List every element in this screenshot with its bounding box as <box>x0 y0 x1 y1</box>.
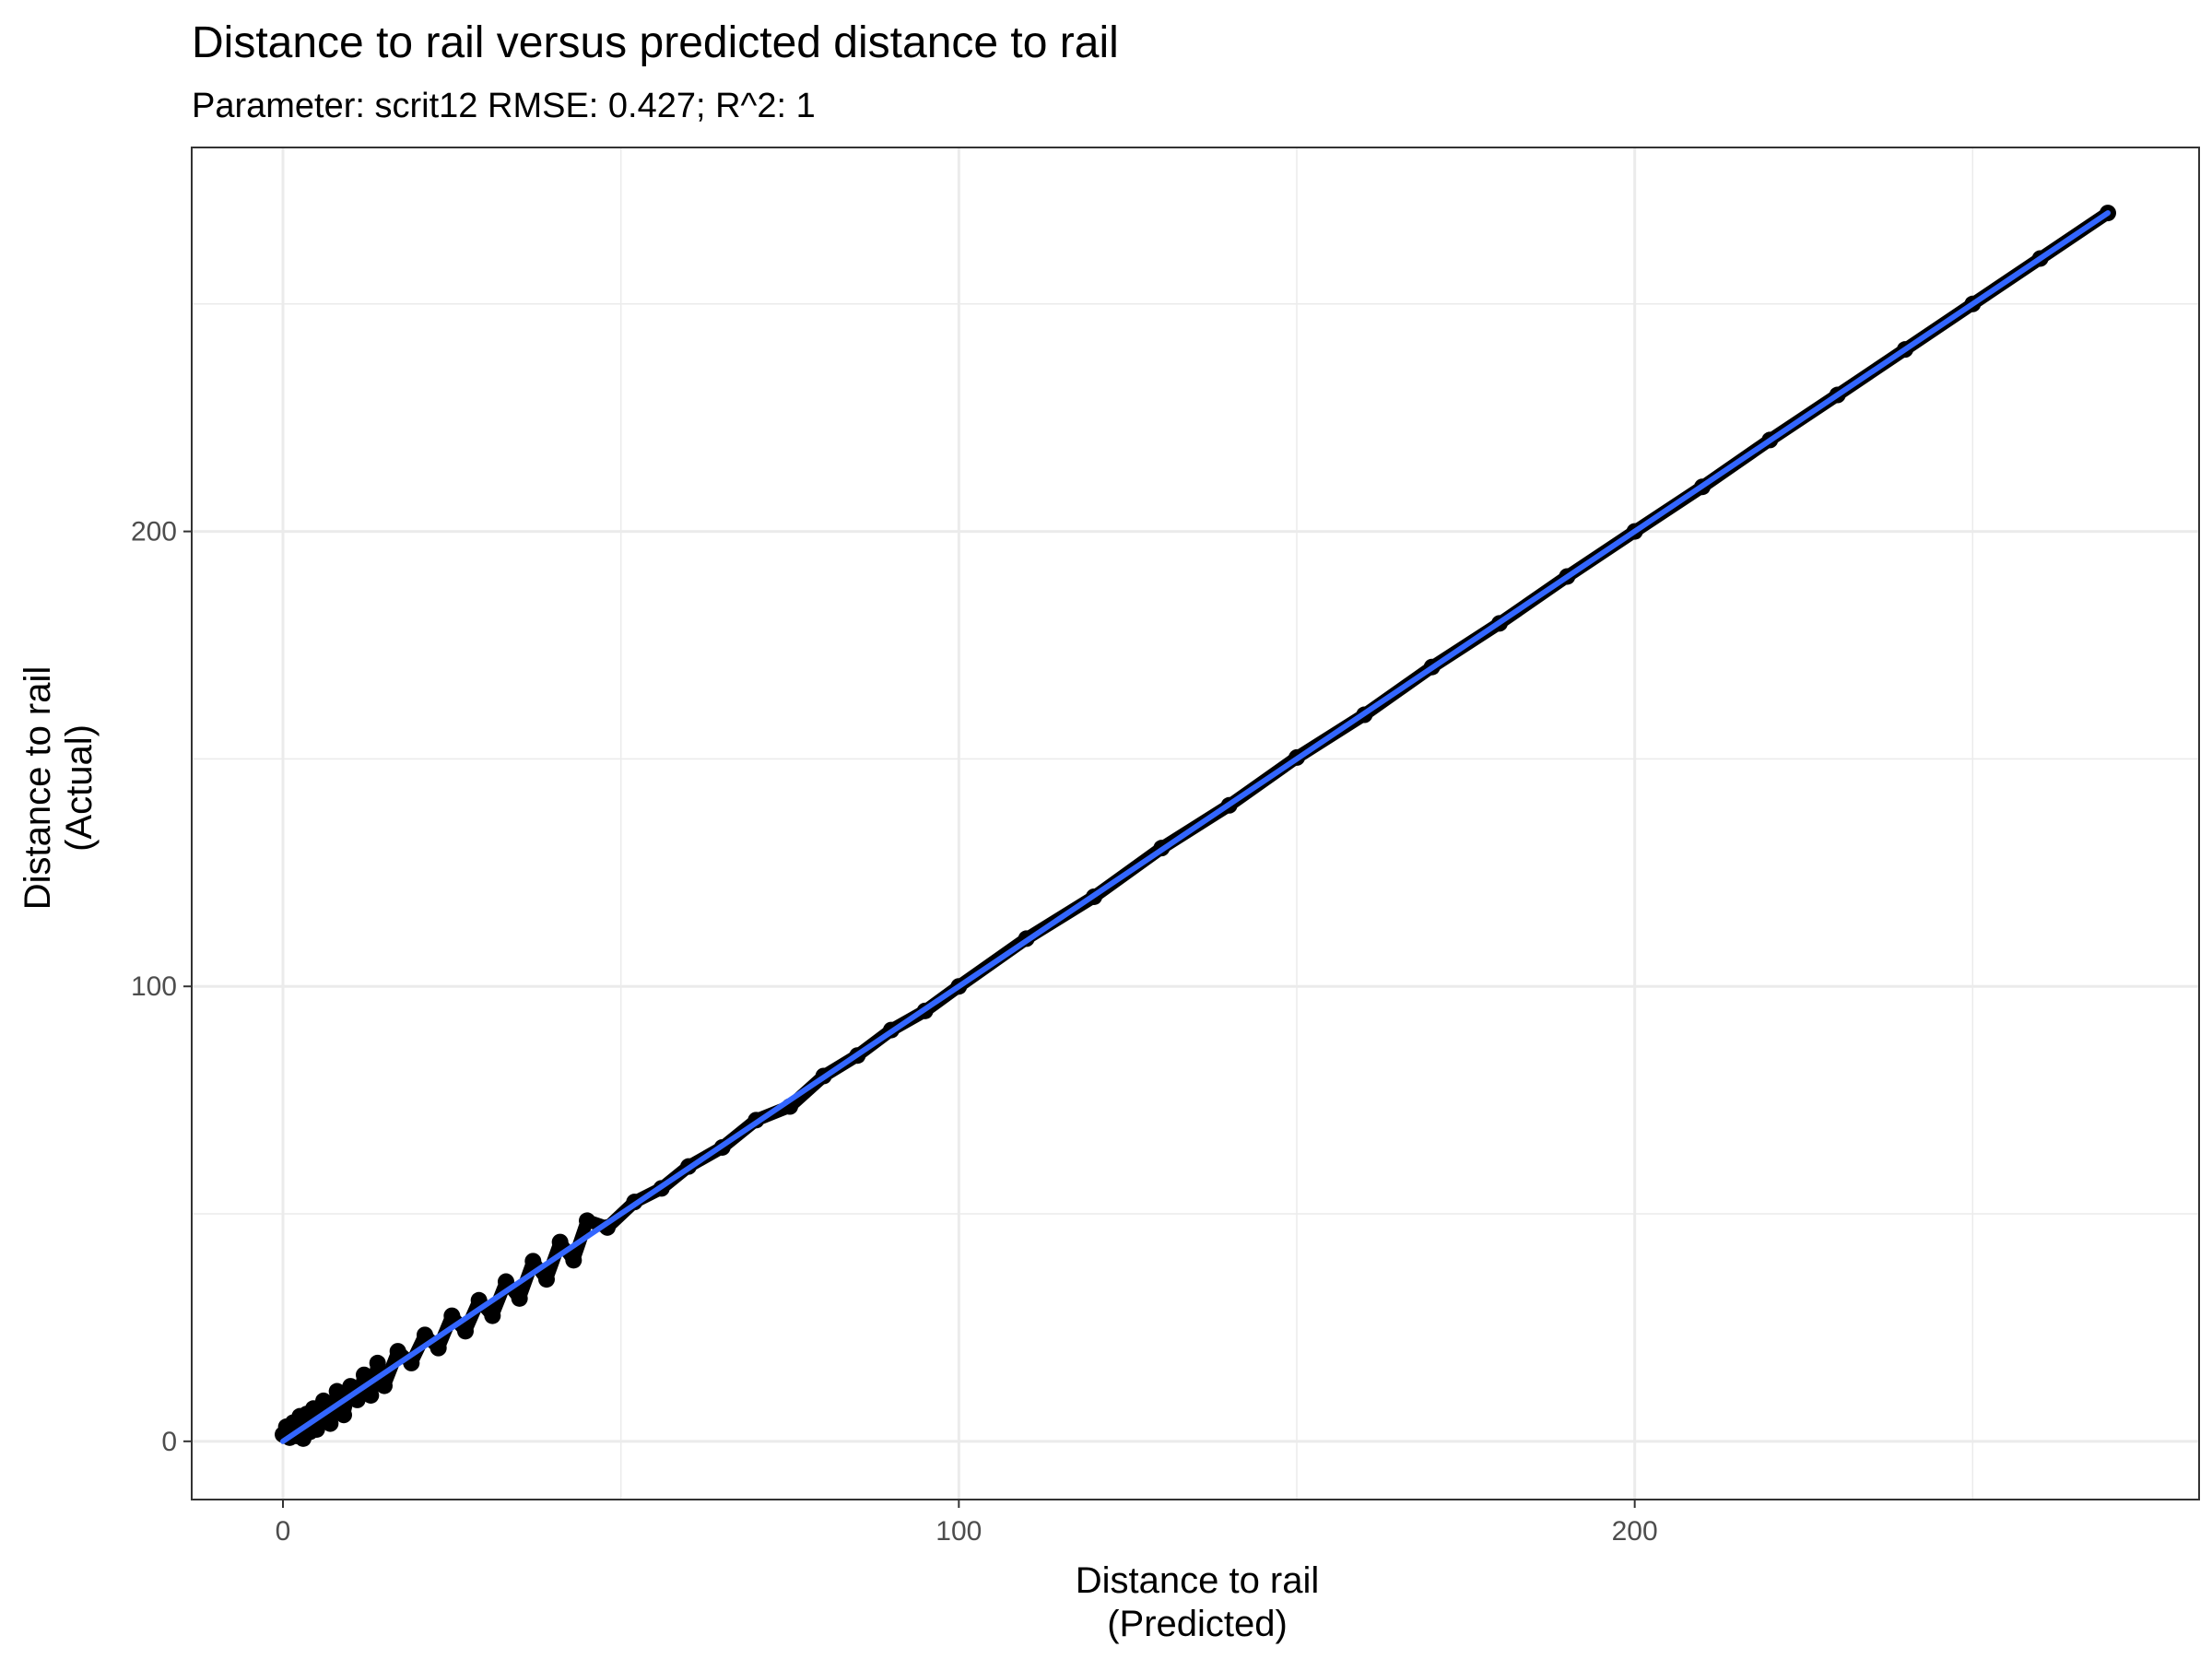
data-point <box>538 1271 555 1288</box>
grid <box>192 147 2199 1500</box>
y-tick-label: 200 <box>131 517 177 547</box>
fit-line <box>280 210 2111 1444</box>
data-point <box>322 1415 339 1432</box>
x-tick-label: 100 <box>935 1516 982 1547</box>
fit-line-layer <box>280 210 2111 1444</box>
panel-border <box>191 147 2200 1500</box>
data-point <box>579 1212 595 1230</box>
axis-ticks: 0 100 200 0 100 200 <box>131 517 1658 1547</box>
x-axis-title-line2: (Predicted) <box>1107 1604 1288 1644</box>
data-point <box>335 1406 352 1424</box>
data-point <box>457 1323 474 1340</box>
data-point <box>328 1382 346 1400</box>
data-point <box>417 1326 433 1344</box>
data-point <box>429 1339 447 1357</box>
data-point <box>524 1253 542 1270</box>
x-tick-label: 200 <box>1612 1516 1658 1547</box>
data-point <box>443 1307 461 1324</box>
x-tick-label: 0 <box>276 1516 291 1547</box>
y-tick-label: 100 <box>131 971 177 1002</box>
y-axis-title-line1: Distance to rail <box>18 666 58 911</box>
data-point <box>356 1366 372 1383</box>
y-tick-label: 0 <box>161 1427 177 1457</box>
data-point <box>565 1252 582 1269</box>
data-point <box>369 1354 386 1371</box>
data-point <box>308 1420 325 1438</box>
data-point <box>484 1307 501 1324</box>
data-point <box>362 1386 380 1404</box>
data-point <box>511 1289 528 1307</box>
chart-subtitle: Parameter: scrit12 RMSE: 0.427; R^2: 1 <box>192 87 816 125</box>
data-point <box>376 1377 393 1394</box>
y-axis-title-line2: (Actual) <box>59 724 100 852</box>
x-axis-title-line1: Distance to rail <box>1076 1560 1320 1601</box>
chart-title: Distance to rail versus predicted distan… <box>192 18 1119 67</box>
data-point <box>551 1233 569 1251</box>
data-point <box>389 1343 406 1360</box>
data-point <box>315 1392 332 1409</box>
